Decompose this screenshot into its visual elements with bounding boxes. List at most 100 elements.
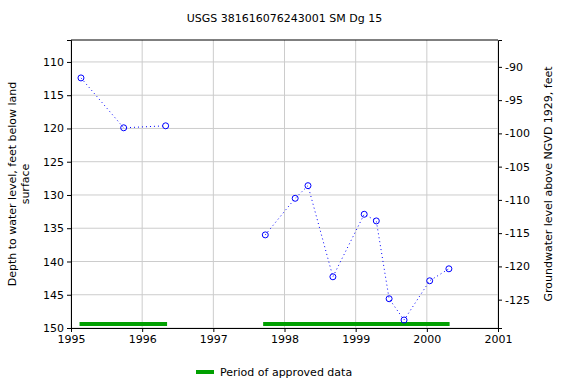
legend: Period of approved data <box>196 366 352 379</box>
tick-mark <box>498 133 502 134</box>
tick-mark <box>67 162 71 163</box>
tick-label: -90 <box>505 61 523 74</box>
tick-mark <box>498 200 502 201</box>
data-point <box>446 266 452 272</box>
y2-axis-title: Groundwater level above NGVD 1929, feet <box>542 66 555 302</box>
approved-period <box>263 322 449 326</box>
tick: 1997 <box>200 328 228 346</box>
tick-label: -125 <box>505 294 530 307</box>
approved-period <box>80 322 168 326</box>
tick: 150 <box>43 322 71 335</box>
tick: 110 <box>43 56 71 69</box>
tick: 115 <box>43 89 71 102</box>
tick-label: -115 <box>505 227 530 240</box>
grid-line-y <box>71 294 498 295</box>
tick-mark <box>67 328 71 329</box>
tick-mark <box>285 328 286 332</box>
grid-line-y <box>71 228 498 229</box>
axis-line <box>499 41 503 329</box>
plot-area <box>78 75 452 326</box>
data-point <box>121 125 127 131</box>
tick: -105 <box>498 161 530 174</box>
tick-mark <box>498 266 502 267</box>
tick-mark <box>67 62 71 63</box>
tick-mark <box>498 67 502 68</box>
tick-label: 150 <box>43 322 64 335</box>
grid-line-x <box>142 40 143 328</box>
plot-frame-top <box>71 40 498 41</box>
x-axis: 1995199619971998199920002001 <box>58 328 513 346</box>
tick: -115 <box>498 227 530 240</box>
tick-label: 110 <box>43 56 64 69</box>
tick-label: 145 <box>43 289 64 302</box>
tick-label: 135 <box>43 222 64 235</box>
y2-axis: -90 -95 -100 -105 -110 -115 -120 -125 <box>498 41 530 329</box>
grid-line-y <box>71 194 498 195</box>
tick-label: 1997 <box>200 333 228 346</box>
tick-mark <box>213 328 214 332</box>
grid-line-y <box>71 261 498 262</box>
tick-mark <box>67 295 71 296</box>
tick: -100 <box>498 127 530 140</box>
axis-line <box>72 329 499 333</box>
data-point <box>373 218 379 224</box>
data-point <box>292 195 298 201</box>
tick-mark <box>67 261 71 262</box>
tick-label: -110 <box>505 194 530 207</box>
tick-mark <box>427 328 428 332</box>
tick-mark <box>67 228 71 229</box>
grid-line-y <box>71 61 498 62</box>
grid <box>71 40 498 328</box>
y-axis-title: Depth to water level, feet below landsur… <box>6 82 32 287</box>
data-point <box>330 274 336 280</box>
tick-label: -95 <box>505 94 523 107</box>
tick: 125 <box>43 156 71 169</box>
legend-swatch <box>196 370 214 374</box>
tick-label: 120 <box>43 122 64 135</box>
tick-label: -105 <box>505 161 530 174</box>
tick-label: 130 <box>43 189 64 202</box>
tick: 140 <box>43 256 71 269</box>
tick: -125 <box>498 294 530 307</box>
tick-mark <box>498 167 502 168</box>
tick: -110 <box>498 194 530 207</box>
tick-label: 2001 <box>485 333 513 346</box>
data-point <box>401 317 407 323</box>
tick: 2001 <box>485 328 513 346</box>
tick: 130 <box>43 189 71 202</box>
tick: 1998 <box>271 328 299 346</box>
data-point <box>305 183 311 189</box>
axis-line <box>67 41 72 329</box>
tick: 145 <box>43 289 71 302</box>
data-point <box>78 75 84 81</box>
data-point <box>262 232 268 238</box>
tick-mark <box>498 233 502 234</box>
tick-mark <box>498 100 502 101</box>
tick: -90 <box>498 61 523 74</box>
grid-line-x <box>284 40 285 328</box>
data-point <box>163 123 169 129</box>
tick-label: 1996 <box>129 333 157 346</box>
grid-line-y <box>71 161 498 162</box>
tick: 2000 <box>413 328 441 346</box>
y-axis: 110 115 120 125 130 135 140 145 150 <box>43 41 72 336</box>
tick: 120 <box>43 122 71 135</box>
title: USGS 381616076243001 SM Dg 15 <box>187 12 382 25</box>
tick: -120 <box>498 260 530 273</box>
tick-mark <box>498 300 502 301</box>
tick-mark <box>67 195 71 196</box>
tick: 1999 <box>342 328 370 346</box>
grid-line-y <box>71 128 498 129</box>
tick-label: 140 <box>43 256 64 269</box>
tick-label: -120 <box>505 260 530 273</box>
chart: 1995199619971998199920002001110115120125… <box>0 0 576 384</box>
tick-mark <box>356 328 357 332</box>
data-point <box>361 211 367 217</box>
tick: 135 <box>43 222 71 235</box>
tick-mark <box>67 128 71 129</box>
tick-mark <box>142 328 143 332</box>
tick-label: 115 <box>43 89 64 102</box>
tick-label: 1998 <box>271 333 299 346</box>
data-point <box>386 296 392 302</box>
grid-line-x <box>213 40 214 328</box>
